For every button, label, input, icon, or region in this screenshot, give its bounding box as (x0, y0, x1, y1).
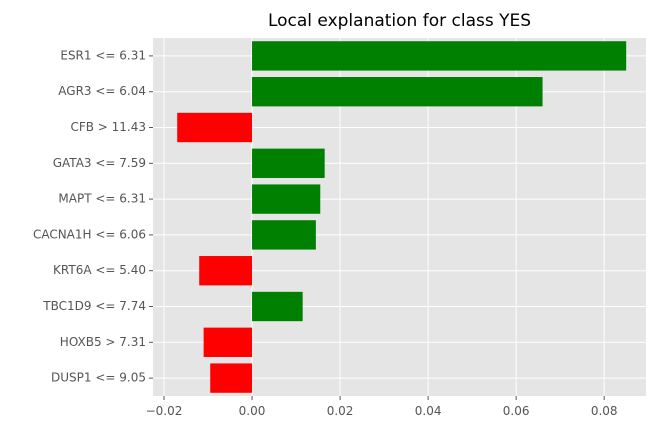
y-tick-label: CACNA1H <= 6.06 (33, 227, 146, 241)
chart-title: Local explanation for class YES (268, 11, 531, 31)
y-tick-label: KRT6A <= 5.40 (53, 263, 146, 277)
bar (252, 291, 303, 322)
x-tick-label: −0.02 (146, 404, 183, 418)
x-tick-label: 0.08 (591, 404, 618, 418)
y-tick-labels: ESR1 <= 6.31 AGR3 <= 6.04 CFB > 11.43 GATA3… (33, 48, 153, 385)
y-tick-label: TBC1D9 <= 7.74 (42, 299, 146, 313)
y-tick-label: DUSP1 <= 9.05 (51, 371, 146, 385)
y-tick-label: CFB > 11.43 (70, 120, 146, 134)
x-tick-label: 0.04 (415, 404, 442, 418)
y-tick-label: ESR1 <= 6.31 (60, 48, 146, 62)
y-tick-label: AGR3 <= 6.04 (58, 84, 146, 98)
bar (252, 148, 325, 178)
bar (252, 220, 316, 250)
bar (252, 184, 321, 214)
y-tick-label: HOXB5 > 7.31 (60, 335, 146, 349)
bar (177, 112, 253, 143)
x-tick-label: 0.00 (239, 404, 266, 418)
y-tick-label: GATA3 <= 7.59 (53, 156, 146, 170)
x-tick-label: 0.06 (503, 404, 530, 418)
bar (203, 327, 253, 357)
x-tick-label: 0.02 (327, 404, 354, 418)
bar (199, 256, 253, 286)
bars (177, 41, 627, 393)
bar (252, 41, 627, 71)
bar (252, 77, 543, 107)
bar (210, 363, 253, 393)
x-tick-labels: −0.02 0.00 0.02 0.04 0.06 0.08 (146, 396, 618, 418)
y-tick-label: MAPT <= 6.31 (58, 192, 146, 206)
